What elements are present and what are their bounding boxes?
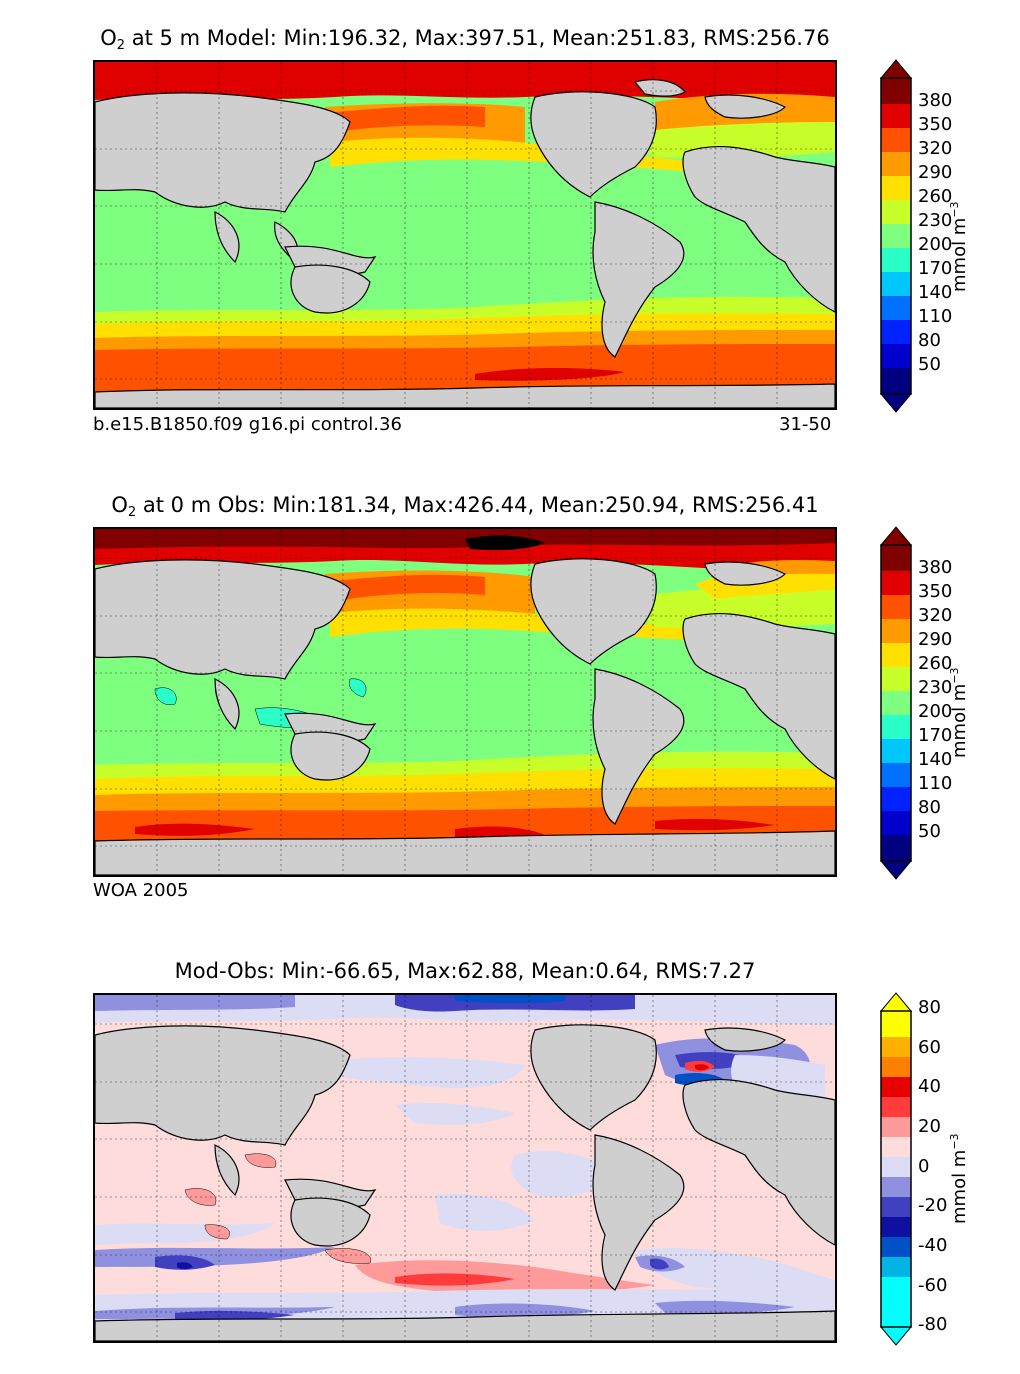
panel2-tick: 50 xyxy=(918,821,941,842)
panel3-tick: 20 xyxy=(918,1116,941,1137)
panel1-tick: 290 xyxy=(918,162,953,183)
panel2-footer-left: WOA 2005 xyxy=(93,880,189,901)
panel3-unit-label: mmol m−3 xyxy=(948,1133,970,1224)
panel2-tick: 260 xyxy=(918,653,953,674)
panel3-tick: 40 xyxy=(918,1076,941,1097)
panel3-tick: 0 xyxy=(918,1156,930,1177)
panel3-tick: -80 xyxy=(918,1314,948,1335)
panel3-tick: -40 xyxy=(918,1235,948,1256)
panel2-tick: 140 xyxy=(918,749,953,770)
panel3-tick: 60 xyxy=(918,1037,941,1058)
panel3-tick: 80 xyxy=(918,997,941,1018)
panel1-tick: 110 xyxy=(918,306,953,327)
panel1-tick: 320 xyxy=(918,138,953,159)
panel3-colorbar xyxy=(879,992,913,1346)
panel1-tick: 200 xyxy=(918,234,953,255)
panel3-title: Mod-Obs: Min:-66.65, Max:62.88, Mean:0.6… xyxy=(174,959,756,983)
panel1-colorbar xyxy=(879,59,913,413)
panel2-tick: 290 xyxy=(918,629,953,650)
panel1-tick: 140 xyxy=(918,282,953,303)
panel2-map xyxy=(93,527,837,877)
panel2-tick: 200 xyxy=(918,701,953,722)
panel1-unit-label: mmol m−3 xyxy=(948,201,970,292)
panel2-tick: 350 xyxy=(918,581,953,602)
panel2-title: O2 at 0 m Obs: Min:181.34, Max:426.44, M… xyxy=(111,493,819,520)
panel2-unit-label: mmol m−3 xyxy=(948,667,970,758)
panel2-tick: 320 xyxy=(918,605,953,626)
panel2-tick: 80 xyxy=(918,797,941,818)
panel1-tick: 260 xyxy=(918,186,953,207)
panel1-title: O2 at 5 m Model: Min:196.32, Max:397.51,… xyxy=(100,26,830,53)
panel2-tick: 230 xyxy=(918,677,953,698)
panel1-tick: 170 xyxy=(918,258,953,279)
panel1-tick: 50 xyxy=(918,354,941,375)
panel3-map xyxy=(93,993,837,1343)
panel1-footer-right: 31-50 xyxy=(779,414,832,435)
panel2-colorbar xyxy=(879,526,913,880)
panel2-tick: 380 xyxy=(918,557,953,578)
panel1-map xyxy=(93,60,837,410)
panel1-tick: 380 xyxy=(918,90,953,111)
panel2-tick: 110 xyxy=(918,773,953,794)
panel3-tick: -20 xyxy=(918,1195,948,1216)
panel1-tick: 230 xyxy=(918,210,953,231)
panel1-tick: 80 xyxy=(918,330,941,351)
panel2-tick: 170 xyxy=(918,725,953,746)
panel3-tick: -60 xyxy=(918,1275,948,1296)
panel1-tick: 350 xyxy=(918,114,953,135)
panel1-footer-left: b.e15.B1850.f09 g16.pi control.36 xyxy=(93,414,402,435)
